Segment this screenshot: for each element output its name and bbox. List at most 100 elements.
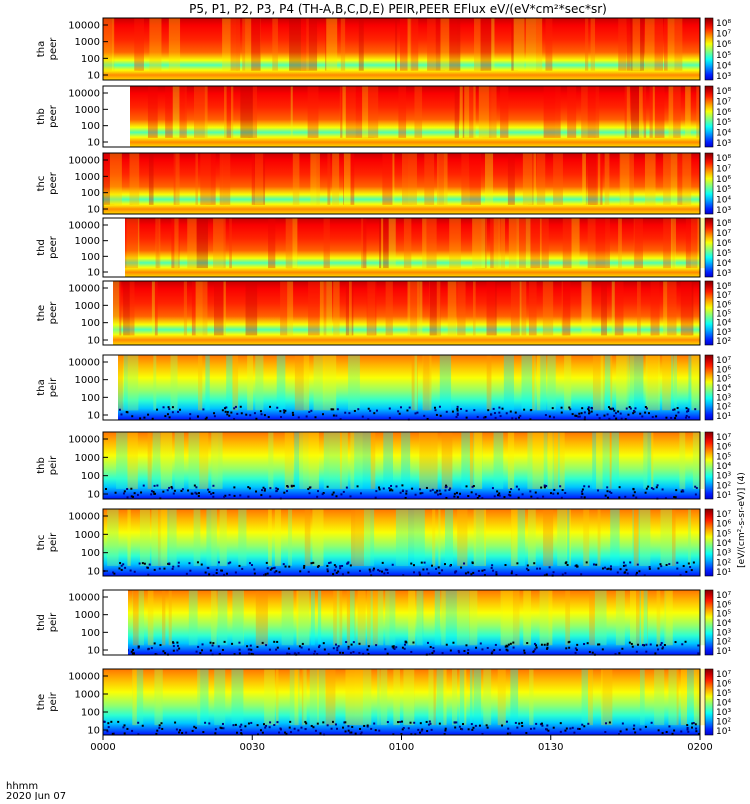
texture-stripe xyxy=(461,86,472,138)
speckle xyxy=(264,726,267,729)
speckle xyxy=(399,406,402,409)
texture-stripe xyxy=(268,509,272,566)
speckle xyxy=(238,641,241,644)
texture-stripe xyxy=(620,153,631,205)
speckle xyxy=(262,486,265,489)
speckle xyxy=(378,570,381,573)
speckle xyxy=(574,414,577,417)
speckle xyxy=(695,486,698,489)
speckle xyxy=(350,731,353,734)
texture-stripe xyxy=(559,432,565,489)
speckle xyxy=(471,485,474,488)
texture-stripe xyxy=(461,432,470,489)
speckle xyxy=(163,567,166,570)
colorbar-tick-label: 10⁷ xyxy=(716,30,731,40)
speckle xyxy=(137,721,140,724)
speckle xyxy=(509,410,512,413)
speckle xyxy=(212,642,215,645)
speckle xyxy=(168,562,171,565)
speckle xyxy=(512,646,515,649)
speckle xyxy=(556,492,559,495)
panel-label-species: peir xyxy=(48,532,59,552)
speckle xyxy=(533,727,536,730)
speckle xyxy=(660,642,663,645)
speckle xyxy=(308,410,311,413)
colorbar-tick-label: 10⁵ xyxy=(716,310,731,320)
texture-stripe xyxy=(103,153,115,205)
texture-stripe xyxy=(116,432,128,489)
speckle xyxy=(290,485,293,488)
speckle xyxy=(529,490,532,493)
speckle xyxy=(366,724,369,727)
texture-stripe xyxy=(183,281,188,336)
speckle xyxy=(552,492,555,495)
speckle xyxy=(559,722,562,725)
texture-stripe xyxy=(343,153,355,205)
texture-stripe xyxy=(528,281,537,336)
texture-stripe xyxy=(480,18,492,71)
texture-stripe xyxy=(343,153,351,205)
texture-stripe xyxy=(339,86,347,138)
speckle xyxy=(120,564,123,567)
texture-stripe xyxy=(301,669,305,726)
speckle xyxy=(426,568,429,571)
texture-stripe xyxy=(443,153,448,205)
speckle xyxy=(491,650,494,653)
texture-stripe xyxy=(592,153,603,205)
speckle xyxy=(132,652,135,655)
speckle xyxy=(568,406,571,409)
colorbar-tick-label: 10³ xyxy=(716,708,731,718)
speckle xyxy=(670,416,673,419)
speckle xyxy=(675,414,678,417)
speckle xyxy=(546,646,549,649)
speckle xyxy=(312,561,315,564)
texture-stripe xyxy=(537,432,548,489)
speckle xyxy=(390,484,393,487)
texture-stripe xyxy=(217,590,228,646)
spectrogram-thb-peer xyxy=(103,86,700,147)
texture-stripe xyxy=(696,86,700,138)
speckle xyxy=(177,561,180,564)
texture-stripe xyxy=(597,590,600,646)
y-tick-label: 1000 xyxy=(75,172,100,183)
speckle xyxy=(239,405,242,408)
texture-stripe xyxy=(624,86,630,138)
speckle xyxy=(668,725,671,728)
speckle xyxy=(383,572,386,575)
speckle xyxy=(581,407,584,410)
speckle xyxy=(378,729,381,732)
texture-stripe xyxy=(323,218,330,269)
speckle xyxy=(250,564,253,567)
colorbar-tha-peer xyxy=(704,17,714,81)
texture-stripe xyxy=(654,18,664,71)
speckle xyxy=(166,489,169,492)
speckle xyxy=(156,729,159,732)
colorbar-tick-label: 10⁶ xyxy=(716,175,731,185)
speckle xyxy=(201,649,204,652)
texture-stripe xyxy=(585,18,589,71)
speckle xyxy=(445,484,448,487)
speckle xyxy=(628,406,631,409)
speckle xyxy=(419,573,422,576)
texture-stripe xyxy=(362,432,371,489)
texture-stripe xyxy=(507,432,515,489)
speckle xyxy=(548,415,551,418)
texture-stripe xyxy=(229,218,232,269)
texture-stripe xyxy=(581,86,590,138)
texture-stripe xyxy=(469,153,481,205)
texture-stripe xyxy=(292,218,298,269)
speckle xyxy=(692,561,695,564)
texture-stripe xyxy=(195,153,198,205)
speckle xyxy=(606,486,609,489)
speckle xyxy=(519,414,522,417)
texture-stripe xyxy=(301,18,305,71)
texture-stripe xyxy=(151,281,155,336)
texture-stripe xyxy=(476,669,479,726)
speckle xyxy=(248,652,251,655)
speckle xyxy=(475,493,478,496)
texture-stripe xyxy=(312,509,323,566)
texture-stripe xyxy=(168,18,181,71)
speckle xyxy=(223,407,226,410)
speckle xyxy=(622,561,625,564)
texture-stripe xyxy=(107,509,119,566)
